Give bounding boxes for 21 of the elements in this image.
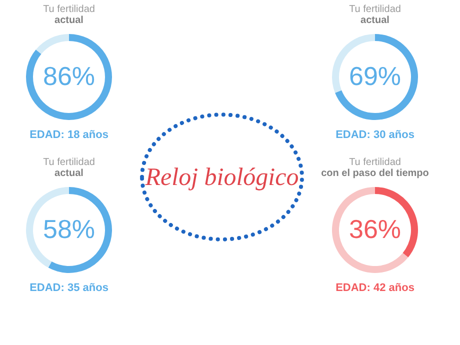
chart-title: Tu fertilidad (43, 157, 95, 168)
data-label: 58% (42, 214, 96, 244)
chart-subtitle: actual (54, 15, 84, 26)
donut-slice (332, 187, 408, 273)
text: EDAD: 30 años (336, 129, 414, 141)
text: EDAD: 35 años (30, 282, 108, 294)
text: EDAD: 18 años (30, 129, 108, 141)
chart-title: Tu fertilidad (349, 4, 401, 15)
donut-slice (36, 34, 69, 54)
chart-title: Tu fertilidad (349, 157, 401, 168)
chart-subtitle: actual (360, 15, 390, 26)
data-label: 86% (42, 61, 96, 91)
chart-title: Tu fertilidad (43, 4, 95, 15)
text: EDAD: 42 años (336, 282, 414, 294)
chart-subtitle: con el paso del tiempo (321, 168, 429, 179)
donut-slice (26, 34, 112, 120)
text: Reloj biológico (144, 164, 299, 191)
donut-slice (335, 34, 418, 120)
data-label: 69% (348, 61, 402, 91)
data-label: 36% (348, 214, 402, 244)
chart-subtitle: actual (54, 168, 84, 179)
